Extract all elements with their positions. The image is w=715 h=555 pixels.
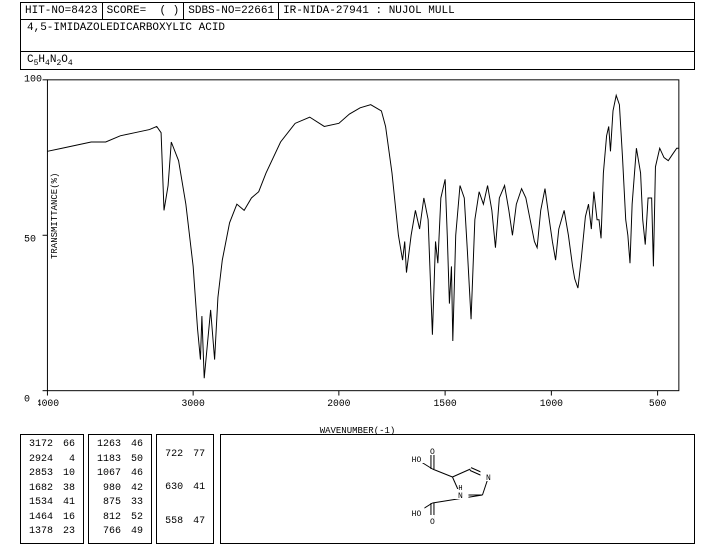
peak-cell: 875 [93, 497, 125, 510]
peak-cell: 4 [59, 454, 79, 467]
header-bar: HIT-NO=8423 SCORE= ( ) SDBS-NO=22661 IR-… [20, 2, 695, 20]
peak-cell: 52 [127, 512, 147, 525]
peak-cell: 50 [127, 454, 147, 467]
peak-cell: 1378 [25, 526, 57, 539]
peak-cell: 42 [127, 483, 147, 496]
hit-no-value: 8423 [71, 5, 97, 17]
peak-cell: 49 [127, 526, 147, 539]
peak-cell: 3172 [25, 439, 57, 452]
peak-cell: 1263 [93, 439, 125, 452]
peak-cell: 47 [189, 507, 209, 539]
peak-cell: 1534 [25, 497, 57, 510]
peak-cell: 1682 [25, 483, 57, 496]
peak-cell: 1067 [93, 468, 125, 481]
peak-table: 12634611835010674698042875338125276649 [88, 434, 152, 544]
molecule-structure: NHNHOOHOO [220, 434, 695, 544]
peak-cell: 33 [127, 497, 147, 510]
peak-cell: 66 [59, 439, 79, 452]
peak-cell: 10 [59, 468, 79, 481]
svg-text:O: O [430, 448, 435, 457]
y-tick-label: 0 [24, 395, 30, 406]
peak-cell: 1183 [93, 454, 125, 467]
svg-text:HO: HO [412, 510, 422, 519]
svg-text:N: N [486, 474, 491, 483]
ir-cell: IR-NIDA-27941 : NUJOL MULL [279, 3, 694, 19]
svg-text:1000: 1000 [540, 398, 563, 409]
score-value: ( ) [159, 5, 179, 17]
peak-cell: 2853 [25, 468, 57, 481]
peak-cell: 2924 [25, 454, 57, 467]
svg-text:500: 500 [649, 398, 667, 409]
peak-cell: 980 [93, 483, 125, 496]
compound-name: 4,5-IMIDAZOLEDICARBOXYLIC ACID [27, 22, 225, 34]
y-tick-label: 100 [24, 75, 42, 86]
peak-cell: 41 [59, 497, 79, 510]
formula-row: C5H4N2O4 [20, 52, 695, 70]
peak-cell: 46 [127, 468, 147, 481]
svg-text:O: O [430, 518, 435, 527]
peak-table: 722776304155847 [156, 434, 214, 544]
peak-cell: 16 [59, 512, 79, 525]
hit-no-cell: HIT-NO=8423 [21, 3, 103, 19]
peak-cell: 812 [93, 512, 125, 525]
peak-cell: 722 [161, 439, 187, 471]
svg-text:2000: 2000 [327, 398, 350, 409]
molecule-svg: NHNHOOHOO [221, 435, 694, 535]
sdbs-cell: SDBS-NO=22661 [184, 3, 279, 19]
peak-cell: 23 [59, 526, 79, 539]
peak-cell: 41 [189, 473, 209, 505]
peak-tables: 3172662924428531016823815344114641613782… [20, 434, 214, 544]
peak-cell: 630 [161, 473, 187, 505]
svg-text:HO: HO [412, 456, 422, 465]
peak-cell: 38 [59, 483, 79, 496]
peak-cell: 46 [127, 439, 147, 452]
svg-text:1500: 1500 [433, 398, 456, 409]
peak-cell: 77 [189, 439, 209, 471]
chart-canvas: 4000 3000 2000 1500 1000 500 [38, 74, 698, 414]
bottom-section: 3172662924428531016823815344114641613782… [20, 434, 695, 544]
peak-table: 3172662924428531016823815344114641613782… [20, 434, 84, 544]
peak-cell: 1464 [25, 512, 57, 525]
spectrum-chart: TRANSMITTANCE(%) 40003000200015001000500… [20, 74, 695, 434]
compound-name-row: 4,5-IMIDAZOLEDICARBOXYLIC ACID [20, 20, 695, 52]
sdbs-label: SDBS-NO= [188, 5, 241, 17]
y-tick-label: 50 [24, 235, 36, 246]
peak-cell: 558 [161, 507, 187, 539]
formula: C5H4N2O4 [27, 54, 73, 66]
hit-no-label: HIT-NO= [25, 5, 71, 17]
svg-text:4000: 4000 [38, 398, 59, 409]
ir-label: IR-NIDA-27941 : NUJOL MULL [283, 5, 455, 17]
peak-cell: 766 [93, 526, 125, 539]
score-cell: SCORE= ( ) [103, 3, 185, 19]
sdbs-value: 22661 [241, 5, 274, 17]
svg-text:N: N [458, 492, 463, 501]
score-label: SCORE= [107, 5, 147, 17]
svg-text:3000: 3000 [181, 398, 204, 409]
